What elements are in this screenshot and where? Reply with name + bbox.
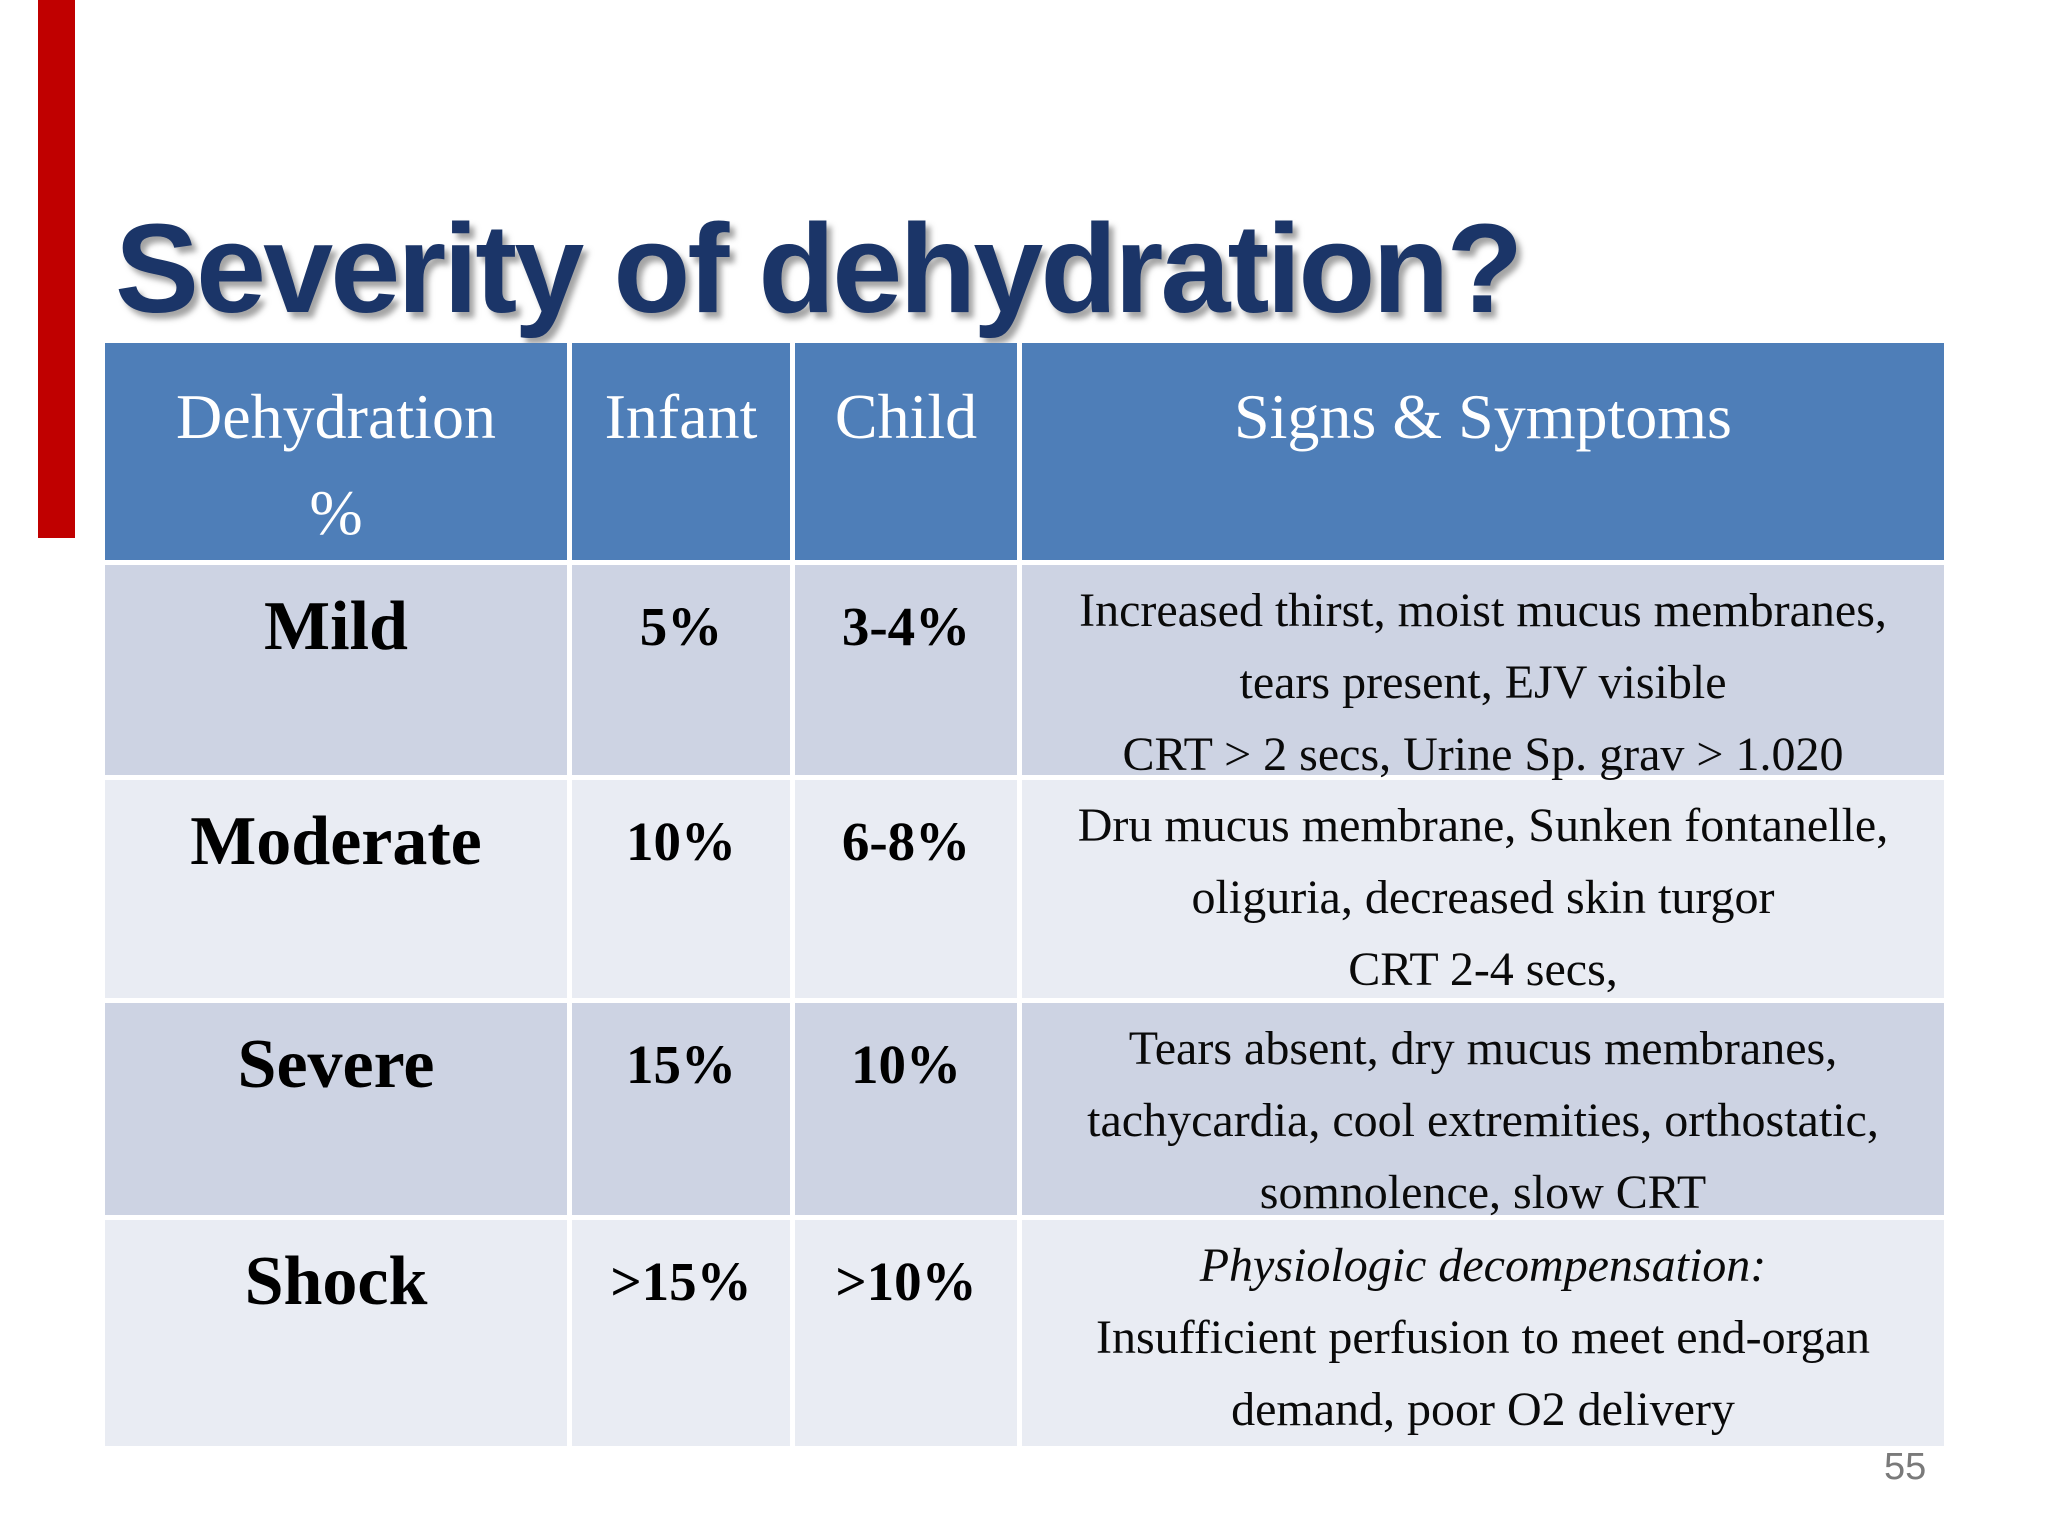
signs-severe: Tears absent, dry mucus membranes, tachy… [1022,1003,1944,1219]
infant-value-severe: 15% [572,1003,790,1215]
severity-label-shock: Shock [105,1220,567,1446]
severity-label-mild: Mild [105,565,567,775]
child-value-severe: 10% [795,1003,1017,1215]
signs-line: tears present, EJV visible [1239,656,1727,709]
infant-value-shock: >15% [572,1220,790,1446]
signs-line: Tears absent, dry mucus membranes, [1128,1022,1838,1075]
signs-line: demand, poor O2 delivery [1231,1383,1735,1436]
severity-label-severe: Severe [105,1003,567,1215]
column-header-signs-symptoms: Signs & Symptoms [1022,343,1944,560]
signs-line: CRT 2-4 secs, [1348,943,1618,996]
column-header-dehydration-percent: Dehydration % [105,343,567,560]
dehydration-severity-table: Dehydration % Infant Child Signs & Sympt… [105,343,1944,1446]
infant-value-mild: 5% [572,565,790,775]
child-value-shock: >10% [795,1220,1017,1446]
signs-line-italic: Physiologic decompensation: [1199,1239,1767,1292]
signs-line: Insufficient perfusion to meet end-organ [1096,1311,1870,1364]
signs-line: somnolence, slow CRT [1259,1166,1707,1219]
signs-shock: Physiologic decompensation: Insufficient… [1022,1220,1944,1446]
page-number: 55 [1884,1446,1927,1488]
child-value-moderate: 6-8% [795,780,1017,998]
signs-line: tachycardia, cool extremities, orthostat… [1087,1094,1879,1147]
signs-line: Increased thirst, moist mucus membranes, [1079,584,1887,637]
signs-line: Dru mucus membrane, Sunken fontanelle, [1077,799,1889,852]
red-accent-bar [38,0,75,538]
signs-moderate: Dru mucus membrane, Sunken fontanelle, o… [1022,780,1944,998]
infant-value-moderate: 10% [572,780,790,998]
child-value-mild: 3-4% [795,565,1017,775]
column-header-child: Child [795,343,1017,560]
signs-mild: Increased thirst, moist mucus membranes,… [1022,565,1944,781]
slide-title: Severity of dehydration? [115,198,1523,340]
severity-label-moderate: Moderate [105,780,567,998]
signs-line: oliguria, decreased skin turgor [1191,871,1775,924]
column-header-infant: Infant [572,343,790,560]
signs-line: CRT > 2 secs, Urine Sp. grav > 1.020 [1122,728,1844,781]
